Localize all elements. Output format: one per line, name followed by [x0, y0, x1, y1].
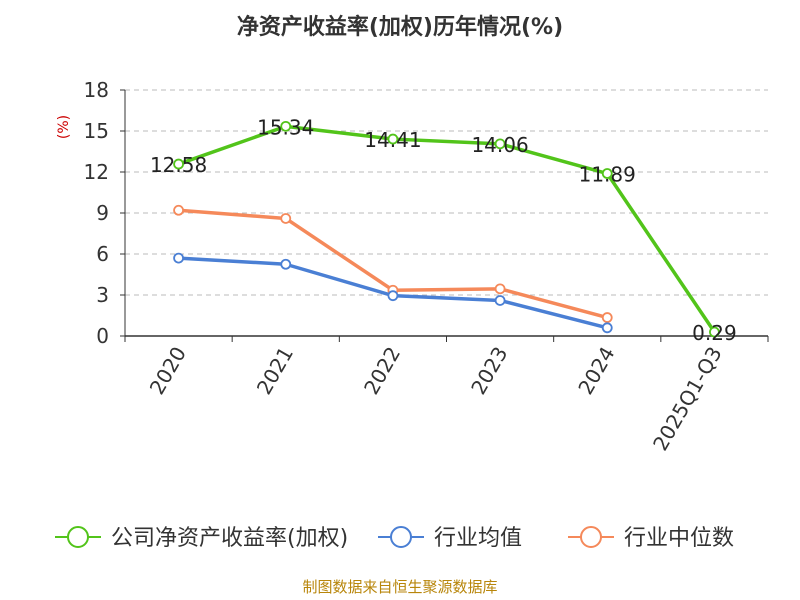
- y-tick-label: 6: [96, 242, 109, 266]
- legend-item[interactable]: 公司净资产收益率(加权): [55, 526, 348, 551]
- data-point: [173, 204, 184, 216]
- data-point: [387, 133, 399, 145]
- legend-item[interactable]: 行业均值: [378, 526, 522, 551]
- data-point: [173, 158, 184, 170]
- legend-marker: [580, 526, 602, 548]
- series-layer: [173, 120, 720, 338]
- data-point: [280, 213, 292, 224]
- source-note: 制图数据来自恒生聚源数据库: [302, 578, 497, 596]
- y-tick-label: 12: [84, 160, 109, 184]
- legend-marker: [67, 526, 89, 548]
- legend-item[interactable]: 行业中位数: [568, 526, 734, 551]
- legend-marker: [390, 526, 412, 548]
- x-ticks: 2020 2021 2022 2023 2024 2025Q1-Q3: [145, 343, 727, 455]
- series-line: [178, 124, 716, 334]
- data-label: 0.29: [692, 321, 737, 345]
- data-point: [494, 138, 506, 150]
- data-label: 11.89: [579, 163, 636, 187]
- legend-label: 行业中位数: [624, 526, 734, 551]
- data-point: [601, 322, 613, 334]
- y-ticks: 0 3 6 9 12 15 18: [84, 78, 109, 348]
- x-tick-label: 2025Q1-Q3: [648, 343, 727, 455]
- legend[interactable]: 公司净资产收益率(加权) 行业均值 行业中位数: [55, 526, 734, 551]
- x-tick-label: 2023: [466, 343, 512, 399]
- data-point: [280, 258, 292, 270]
- y-tick-label: 15: [84, 119, 109, 143]
- data-label: 14.41: [364, 128, 421, 152]
- x-tick-label: 2022: [359, 343, 405, 399]
- y-axis-label: (%): [56, 115, 72, 139]
- data-label: 12.58: [150, 153, 207, 177]
- legend-label: 公司净资产收益率(加权): [111, 526, 348, 551]
- series-line: [178, 208, 608, 320]
- data-point: [601, 168, 613, 179]
- x-tick-label: 2024: [573, 343, 619, 399]
- data-point: [494, 295, 506, 306]
- x-tick-label: 2020: [145, 343, 191, 399]
- data-label: 15.34: [257, 115, 314, 139]
- y-tick-label: 18: [84, 78, 109, 102]
- data-point: [280, 120, 292, 132]
- data-point: [709, 326, 720, 338]
- axes: [120, 89, 769, 342]
- y-tick-label: 3: [96, 283, 109, 307]
- chart-title: 净资产收益率(加权)历年情况(%): [237, 14, 563, 40]
- grid-lines: [125, 89, 768, 296]
- data-point: [387, 290, 399, 302]
- legend-label: 行业均值: [434, 526, 522, 551]
- x-tick-label: 2021: [252, 343, 298, 399]
- data-point: [494, 283, 506, 295]
- data-point: [601, 312, 613, 323]
- data-label: 14.06: [471, 133, 528, 157]
- data-labels: 12.58 15.34 14.41 14.06 11.89 0.29: [150, 115, 737, 345]
- data-point: [173, 252, 184, 264]
- y-tick-label: 9: [96, 201, 109, 225]
- y-tick-label: 0: [96, 324, 109, 348]
